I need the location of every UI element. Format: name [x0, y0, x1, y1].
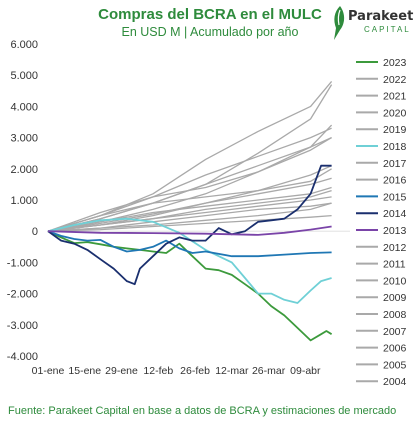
legend-label-2010: 2010 [383, 275, 407, 287]
x-tick-label: 09-abr [290, 365, 321, 377]
legend-label-2007: 2007 [383, 326, 407, 338]
legend-label-2020: 2020 [383, 107, 407, 119]
x-tick-label: 01-ene [32, 365, 65, 377]
y-tick-label: 2.000 [10, 164, 38, 176]
y-tick-label: -3.000 [7, 320, 38, 332]
x-tick-label: 12-mar [215, 365, 249, 377]
chart-title: Compras del BCRA en el MULC [98, 6, 322, 23]
legend: 2023 2022 2021 2020 2019 2018 2017 2016 2015 2014… [356, 57, 407, 388]
legend-label-2015: 2015 [383, 191, 407, 203]
x-tick-label: 26-feb [180, 365, 210, 377]
y-tick-label: -2.000 [7, 289, 38, 301]
y-tick-label: 4.000 [10, 101, 38, 113]
legend-label-2012: 2012 [383, 242, 407, 254]
x-tick-label: 15-ene [68, 365, 101, 377]
y-tick-label: -1.000 [7, 257, 38, 269]
parakeet-bird-icon [334, 6, 345, 40]
series-line-2014 [47, 164, 332, 286]
y-tick-label: 1.000 [10, 195, 38, 207]
series-line-2023 [47, 230, 333, 342]
legend-label-2009: 2009 [383, 292, 407, 304]
legend-label-2023: 2023 [383, 57, 407, 69]
chart-subtitle: En USD M | Acumulado por año [121, 25, 299, 39]
x-tick-label: 29-ene [105, 365, 138, 377]
x-axis: 01-ene 15-ene 29-ene 12-feb 26-feb 12-mar 26-m… [32, 365, 321, 377]
legend-label-2004: 2004 [383, 376, 407, 388]
series-line-2005 [47, 189, 332, 232]
y-axis: 6.000 5.000 4.000 3.000 2.000 1.000 0 -1.000 -2.… [7, 39, 350, 363]
legend-label-2018: 2018 [383, 141, 407, 153]
series-lines [47, 80, 333, 342]
legend-label-2008: 2008 [383, 309, 407, 321]
series-line-2008 [47, 165, 332, 232]
series-line-2013 [47, 225, 332, 236]
series-line-2004 [47, 214, 332, 232]
y-tick-label: 3.000 [10, 133, 38, 145]
source-footer: Fuente: Parakeet Capital en base a datos… [8, 405, 397, 417]
legend-label-2021: 2021 [383, 91, 407, 103]
legend-label-2017: 2017 [383, 158, 407, 170]
y-tick-label: 0 [32, 226, 38, 238]
x-tick-label: 26-mar [252, 365, 286, 377]
parakeet-logo: Parakeet CAPITAL [330, 2, 420, 44]
legend-label-2006: 2006 [383, 343, 407, 355]
series-line-2007 [47, 127, 332, 232]
y-tick-label: 5.000 [10, 70, 38, 82]
logo-name: Parakeet [348, 9, 414, 24]
y-tick-label: 6.000 [10, 39, 38, 51]
legend-label-2013: 2013 [383, 225, 407, 237]
legend-label-2005: 2005 [383, 359, 407, 371]
y-tick-label: -4.000 [7, 351, 38, 363]
legend-label-2014: 2014 [383, 208, 407, 220]
legend-label-2019: 2019 [383, 124, 407, 136]
legend-label-2016: 2016 [383, 175, 407, 187]
series-line-2018 [47, 217, 332, 304]
legend-label-2022: 2022 [383, 74, 407, 86]
series-line-2019 [47, 137, 332, 232]
series-line-2015 [47, 230, 332, 258]
series-line-2006 [47, 202, 332, 232]
logo-sub: CAPITAL [364, 25, 411, 34]
x-tick-label: 12-feb [143, 365, 173, 377]
series-line-2017 [47, 137, 332, 232]
legend-label-2011: 2011 [383, 259, 406, 271]
